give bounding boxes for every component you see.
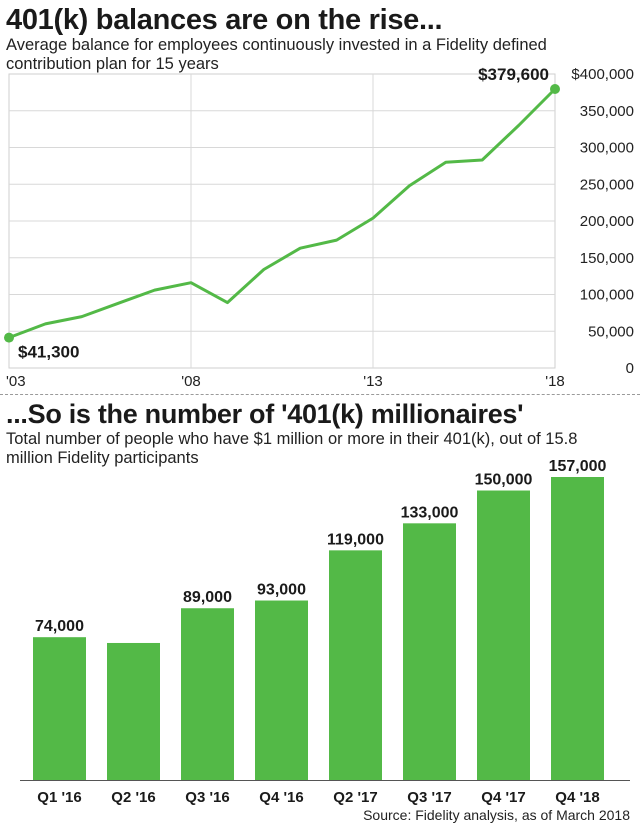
bar bbox=[551, 477, 604, 780]
x-tick-label: '13 bbox=[363, 373, 383, 390]
x-tick-label: '18 bbox=[545, 373, 565, 390]
source-note: Source: Fidelity analysis, as of March 2… bbox=[363, 807, 630, 823]
bar-value-label: 74,000 bbox=[35, 618, 84, 635]
y-tick-label: 50,000 bbox=[588, 323, 634, 340]
bar-value-label: 89,000 bbox=[183, 589, 232, 606]
category-label: Q3 '16 bbox=[185, 789, 229, 806]
y-tick-label: 100,000 bbox=[580, 287, 634, 304]
y-tick-label: 300,000 bbox=[580, 140, 634, 157]
category-label: Q4 '16 bbox=[259, 789, 303, 806]
bar bbox=[477, 490, 530, 780]
end-point-marker bbox=[550, 83, 560, 94]
bar-value-label: 150,000 bbox=[475, 472, 533, 489]
start-point-marker bbox=[4, 332, 14, 343]
x-tick-label: '08 bbox=[181, 373, 201, 390]
bar bbox=[181, 608, 234, 780]
section-divider bbox=[0, 394, 640, 395]
bar-value-label: 93,000 bbox=[257, 582, 306, 599]
category-label: Q3 '17 bbox=[407, 789, 451, 806]
bar-chart-title: ...So is the number of '401(k) millionai… bbox=[6, 399, 524, 429]
bar-chart: 74,000 Q1 '16 Q2 '16 89,000 Q3 '16 93,000 Q4 '… bbox=[20, 458, 630, 806]
y-tick-label: 0 bbox=[626, 360, 634, 377]
bar bbox=[329, 550, 382, 780]
bar-value-label: 119,000 bbox=[327, 531, 384, 548]
bar bbox=[403, 523, 456, 780]
y-tick-label: 150,000 bbox=[580, 250, 634, 267]
y-tick-label: 250,000 bbox=[580, 176, 634, 193]
start-value-label: $41,300 bbox=[18, 343, 79, 362]
bar bbox=[255, 600, 308, 780]
y-tick-label: $400,000 bbox=[571, 66, 634, 83]
line-chart-subtitle: Average balance for employees continuous… bbox=[6, 36, 547, 73]
category-label: Q4 '18 bbox=[555, 789, 599, 806]
line-chart: $400,000 350,000 300,000 250,000 200,000 150,… bbox=[4, 65, 634, 390]
bar-value-label: 133,000 bbox=[401, 504, 459, 521]
bar-value-label: 157,000 bbox=[549, 458, 607, 475]
category-label: Q2 '17 bbox=[333, 789, 377, 806]
balance-series-line bbox=[8, 87, 557, 340]
category-label: Q4 '17 bbox=[481, 789, 525, 806]
end-value-label: $379,600 bbox=[478, 65, 549, 84]
bar bbox=[33, 637, 86, 780]
x-tick-label: '03 bbox=[6, 373, 26, 390]
y-tick-label: 200,000 bbox=[580, 213, 634, 230]
bar-chart-subtitle: Total number of people who have $1 milli… bbox=[6, 430, 578, 467]
line-chart-title: 401(k) balances are on the rise... bbox=[6, 4, 443, 36]
bar bbox=[107, 642, 160, 780]
category-label: Q1 '16 bbox=[37, 789, 81, 806]
category-label: Q2 '16 bbox=[111, 789, 155, 806]
y-tick-label: 350,000 bbox=[580, 103, 634, 120]
